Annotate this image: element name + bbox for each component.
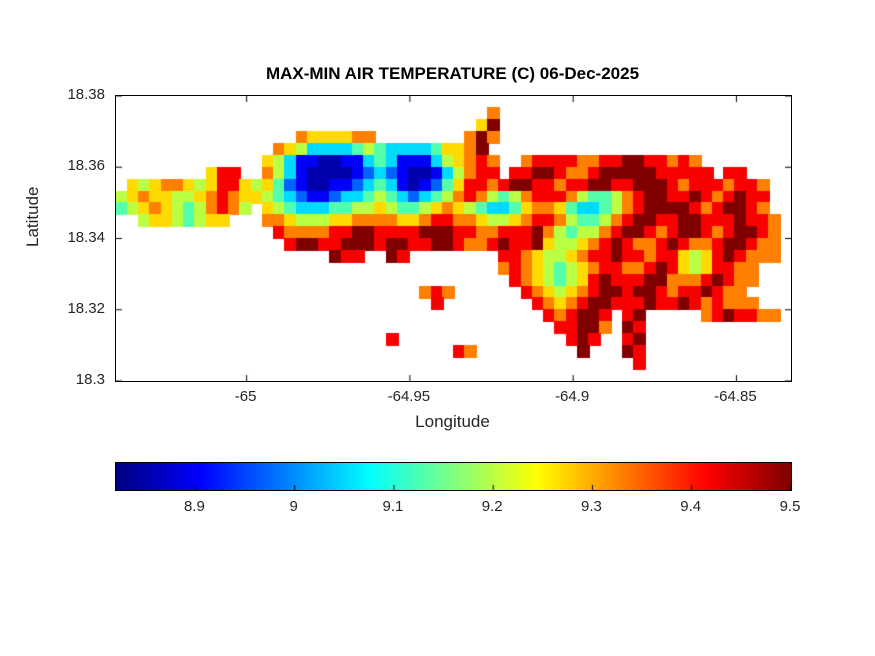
y-axis-label: Latitude (23, 186, 42, 248)
y-tick-label: 18.3 (75, 371, 105, 388)
x-tick-label: -64.9 (555, 388, 590, 405)
y-tick-label: 18.38 (67, 86, 105, 103)
colorbar-tick-label: 9.5 (779, 498, 801, 515)
colorbar-tick-label: 9.4 (680, 498, 702, 515)
colorbar-tick-label: 9.3 (581, 498, 602, 515)
colorbar-tick-label: 9.1 (382, 498, 404, 515)
x-axis-label: Longitude (415, 412, 490, 431)
x-tick-label: -65 (234, 388, 257, 405)
y-tick-label: 18.36 (67, 157, 105, 175)
y-tick-label: 18.32 (67, 299, 105, 317)
colorbar (115, 462, 792, 491)
x-tick-label: -64.85 (714, 388, 757, 405)
colorbar-tick-label: 9.2 (481, 498, 503, 515)
colorbar-gradient-canvas (116, 463, 791, 490)
plot-area (115, 95, 792, 382)
colorbar-tick-label: 9 (289, 498, 298, 515)
x-tick-label: -64.95 (387, 388, 431, 405)
colorbar-tick-label: 8.9 (183, 498, 205, 515)
y-tick-label: 18.34 (67, 228, 105, 246)
chart-title: MAX-MIN AIR TEMPERATURE (C) 06-Dec-2025 (265, 64, 640, 83)
heatmap-canvas (116, 96, 791, 381)
